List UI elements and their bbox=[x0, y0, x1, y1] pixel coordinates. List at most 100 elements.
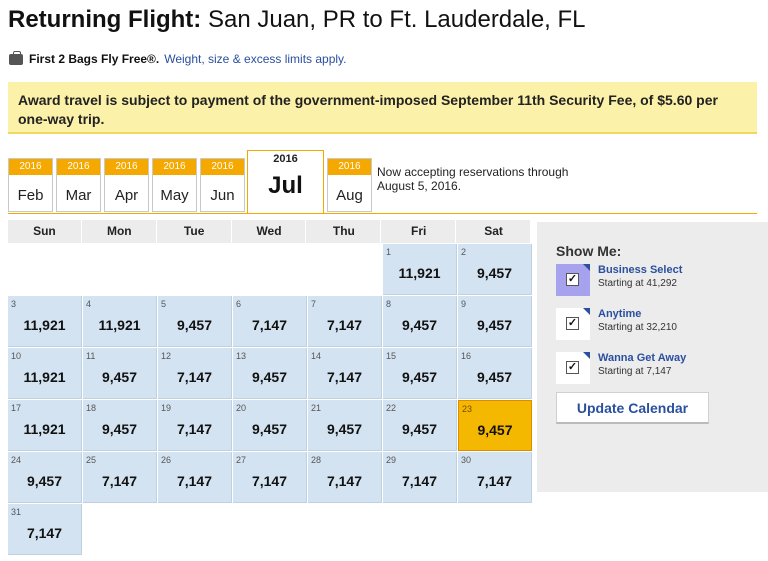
calendar-day-cell[interactable]: 24 9,457 bbox=[8, 452, 82, 503]
calendar-day-cell[interactable]: 6 7,147 bbox=[233, 296, 307, 347]
fare-option-checkbox-wrap: ✓ bbox=[556, 352, 590, 384]
calendar-day-number: 11 bbox=[86, 351, 96, 361]
calendar-day-cell[interactable]: 19 7,147 bbox=[158, 400, 232, 451]
calendar-day-cell[interactable]: 17 11,921 bbox=[8, 400, 82, 451]
calendar-day-cell[interactable]: 11 9,457 bbox=[83, 348, 157, 399]
month-tab-jul[interactable]: 2016 Jul bbox=[247, 150, 324, 214]
calendar-day-points: 7,147 bbox=[251, 473, 288, 489]
calendar-day-number: 29 bbox=[386, 455, 397, 465]
month-tab-label: Aug bbox=[336, 187, 363, 204]
business-select-checkbox[interactable]: ✓ bbox=[566, 273, 579, 286]
fare-option-wanna-get-away[interactable]: ✓ Wanna Get Away Starting at 7,147 bbox=[556, 352, 761, 386]
calendar-day-cell[interactable]: 13 9,457 bbox=[233, 348, 307, 399]
month-tab-jun[interactable]: 2016 Jun bbox=[200, 158, 245, 212]
calendar-day-points: 7,147 bbox=[326, 369, 363, 385]
calendar-day-cell[interactable]: 2 9,457 bbox=[458, 244, 532, 295]
calendar-day-points: 11,921 bbox=[23, 369, 66, 385]
month-tab-year: 2016 bbox=[9, 159, 52, 175]
calendar-day-points: 9,457 bbox=[101, 421, 138, 437]
month-tab-label: Apr bbox=[114, 187, 139, 204]
month-tab-feb[interactable]: 2016 Feb bbox=[8, 158, 53, 212]
calendar-day-number: 4 bbox=[86, 299, 92, 309]
calendar-day-points: 7,147 bbox=[26, 525, 63, 541]
calendar-day-cell[interactable]: 12 7,147 bbox=[158, 348, 232, 399]
calendar-day-cell[interactable]: 15 9,457 bbox=[383, 348, 457, 399]
calendar-day-number: 27 bbox=[236, 455, 247, 465]
calendar-day-number: 30 bbox=[461, 455, 472, 465]
calendar-day-cell[interactable]: 26 7,147 bbox=[158, 452, 232, 503]
calendar-day-cell[interactable]: 21 9,457 bbox=[308, 400, 382, 451]
calendar-day-number: 18 bbox=[86, 403, 97, 413]
fare-option-checkbox-wrap: ✓ bbox=[556, 308, 590, 340]
calendar-day-cell[interactable]: 30 7,147 bbox=[458, 452, 532, 503]
calendar-day-points: 9,457 bbox=[476, 369, 513, 385]
calendar-day-cell[interactable]: 7 7,147 bbox=[308, 296, 382, 347]
bags-free-text: First 2 Bags Fly Free®. bbox=[29, 52, 160, 66]
calendar-day-number: 23 bbox=[462, 404, 473, 414]
calendar-day-cell[interactable]: 28 7,147 bbox=[308, 452, 382, 503]
suitcase-icon bbox=[9, 50, 23, 65]
calendar-day-number: 8 bbox=[386, 299, 392, 309]
calendar-day-points: 9,457 bbox=[101, 369, 138, 385]
calendar-day-cell[interactable]: 16 9,457 bbox=[458, 348, 532, 399]
weekday-wed: Wed bbox=[233, 220, 307, 243]
calendar-day-cell[interactable]: 29 7,147 bbox=[383, 452, 457, 503]
calendar-empty-cell bbox=[8, 244, 82, 295]
calendar-day-cell[interactable]: 1 11,921 bbox=[383, 244, 457, 295]
weekday-thu: Thu bbox=[307, 220, 382, 243]
calendar-day-cell[interactable]: 5 9,457 bbox=[158, 296, 232, 347]
month-tab-aug[interactable]: 2016 Aug bbox=[327, 158, 372, 212]
calendar-empty-cell bbox=[83, 244, 157, 295]
bags-limits-link[interactable]: Weight, size & excess limits apply. bbox=[164, 52, 347, 66]
calendar-day-number: 17 bbox=[11, 403, 22, 413]
calendar-day-cell[interactable]: 22 9,457 bbox=[383, 400, 457, 451]
calendar-day-cell[interactable]: 3 11,921 bbox=[8, 296, 82, 347]
fare-option-name[interactable]: Business Select bbox=[598, 264, 683, 276]
calendar-day-points: 9,457 bbox=[251, 369, 288, 385]
fare-option-business-select[interactable]: ✓ Business Select Starting at 41,292 bbox=[556, 264, 761, 298]
fare-option-anytime[interactable]: ✓ Anytime Starting at 32,210 bbox=[556, 308, 761, 342]
fare-option-starting: Starting at 41,292 bbox=[598, 278, 677, 289]
month-tab-year: 2016 bbox=[328, 159, 371, 175]
calendar-empty-cell bbox=[233, 244, 307, 295]
wanna-get-away-checkbox[interactable]: ✓ bbox=[566, 361, 579, 374]
calendar-day-cell[interactable]: 4 11,921 bbox=[83, 296, 157, 347]
update-calendar-button[interactable]: Update Calendar bbox=[556, 392, 709, 424]
calendar-divider bbox=[8, 213, 757, 214]
calendar-empty-cell bbox=[158, 244, 232, 295]
calendar-day-points: 7,147 bbox=[101, 473, 138, 489]
fare-option-name[interactable]: Wanna Get Away bbox=[598, 352, 687, 364]
calendar-day-cell[interactable]: 8 9,457 bbox=[383, 296, 457, 347]
weekday-sat: Sat bbox=[457, 220, 532, 243]
calendar-day-number: 16 bbox=[461, 351, 472, 361]
calendar-day-number: 26 bbox=[161, 455, 172, 465]
calendar-day-points: 11,921 bbox=[23, 421, 66, 437]
calendar-day-cell[interactable]: 10 11,921 bbox=[8, 348, 82, 399]
month-tab-may[interactable]: 2016 May bbox=[152, 158, 197, 212]
calendar-day-cell[interactable]: 20 9,457 bbox=[233, 400, 307, 451]
month-tab-apr[interactable]: 2016 Apr bbox=[104, 158, 149, 212]
calendar-day-cell[interactable]: 23 9,457 bbox=[458, 400, 532, 451]
calendar-day-points: 11,921 bbox=[23, 317, 66, 333]
reservation-window-text: Now accepting reservations through Augus… bbox=[377, 165, 569, 193]
calendar-day-number: 13 bbox=[236, 351, 247, 361]
calendar-grid: 1 11,921 2 9,457 3 11,921 4 11,921 5 9,457 6 7,147 7… bbox=[8, 244, 532, 555]
month-tab-mar[interactable]: 2016 Mar bbox=[56, 158, 101, 212]
calendar-day-cell[interactable]: 18 9,457 bbox=[83, 400, 157, 451]
month-tab-label: Jun bbox=[210, 187, 235, 204]
calendar-day-cell[interactable]: 31 7,147 bbox=[8, 504, 82, 555]
anytime-checkbox[interactable]: ✓ bbox=[566, 317, 579, 330]
calendar-day-number: 10 bbox=[11, 351, 22, 361]
weekday-header: Sun Mon Tue Wed Thu Fri Sat bbox=[8, 220, 532, 243]
calendar-day-cell[interactable]: 25 7,147 bbox=[83, 452, 157, 503]
calendar-day-cell[interactable]: 9 9,457 bbox=[458, 296, 532, 347]
page-title-strong: Returning Flight: bbox=[8, 6, 202, 33]
calendar-day-number: 24 bbox=[11, 455, 22, 465]
fare-option-name[interactable]: Anytime bbox=[598, 308, 642, 320]
calendar-day-points: 7,147 bbox=[326, 317, 363, 333]
bags-info: First 2 Bags Fly Free®. Weight, size & e… bbox=[9, 50, 347, 66]
weekday-tue: Tue bbox=[158, 220, 232, 243]
calendar-day-cell[interactable]: 27 7,147 bbox=[233, 452, 307, 503]
calendar-day-cell[interactable]: 14 7,147 bbox=[308, 348, 382, 399]
calendar-day-points: 11,921 bbox=[398, 265, 441, 281]
